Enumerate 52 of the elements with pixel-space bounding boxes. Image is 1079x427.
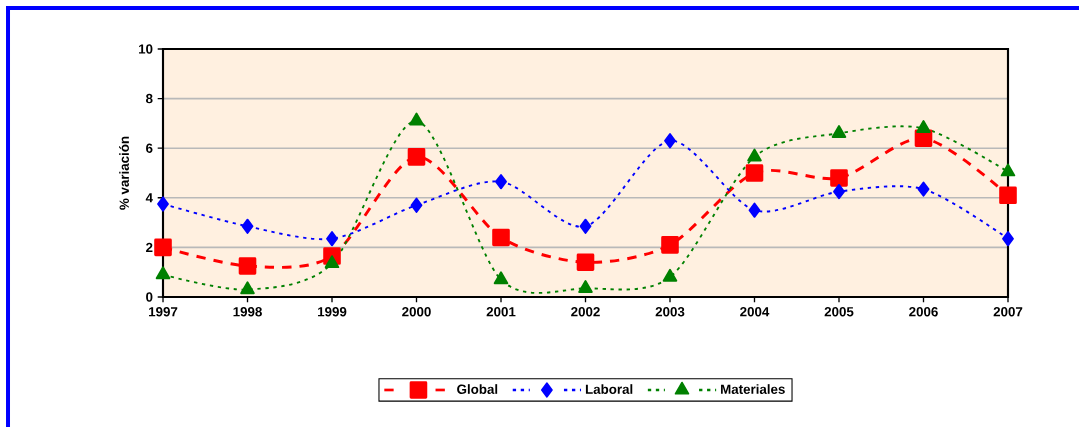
point <box>579 218 592 234</box>
legend-label: Global <box>457 384 498 394</box>
point <box>410 197 423 213</box>
point <box>157 196 169 212</box>
x-tick-label: 1997 <box>149 307 178 317</box>
point <box>916 120 931 133</box>
point <box>241 218 254 234</box>
point <box>833 183 845 200</box>
point <box>664 133 676 149</box>
point <box>578 280 593 293</box>
point <box>1002 231 1014 247</box>
x-tick-label: 2002 <box>571 307 600 317</box>
y-tick-label: 0 <box>146 292 153 302</box>
x-tick-label: 2001 <box>486 307 516 317</box>
point <box>748 202 761 218</box>
point <box>745 164 764 182</box>
point <box>155 266 171 280</box>
point <box>240 281 255 295</box>
point <box>407 148 426 166</box>
point <box>409 112 424 126</box>
point <box>1000 163 1016 177</box>
y-tick-label: 4 <box>145 193 153 203</box>
x-tick-label: 1999 <box>318 307 347 317</box>
y-axis-title: % variación <box>119 136 129 210</box>
point <box>576 253 595 272</box>
x-tick-label: 1998 <box>233 307 262 317</box>
point <box>326 231 338 247</box>
point <box>747 148 762 162</box>
point <box>493 271 509 285</box>
point <box>662 268 678 282</box>
point <box>831 125 847 138</box>
x-tick-label: 2005 <box>824 307 854 317</box>
point <box>830 169 848 187</box>
x-tick-label: 2003 <box>655 307 685 317</box>
point <box>238 257 257 275</box>
y-tick-label: 8 <box>145 93 153 104</box>
x-tick-label: 2000 <box>402 307 431 317</box>
point <box>999 186 1017 205</box>
y-tick-label: 2 <box>146 242 153 253</box>
point <box>495 174 507 190</box>
legend-label: Laboral <box>585 384 633 394</box>
point <box>324 255 340 269</box>
point <box>661 236 679 254</box>
point <box>154 238 172 257</box>
point <box>492 228 510 247</box>
legend-label: Materiales <box>721 384 785 394</box>
point <box>917 181 930 197</box>
x-tick-label: 2006 <box>909 307 938 317</box>
y-tick-label: 6 <box>146 143 153 153</box>
y-tick-label: 10 <box>139 44 153 54</box>
x-tick-label: 2007 <box>993 307 1023 317</box>
x-tick-label: 2004 <box>740 307 770 317</box>
